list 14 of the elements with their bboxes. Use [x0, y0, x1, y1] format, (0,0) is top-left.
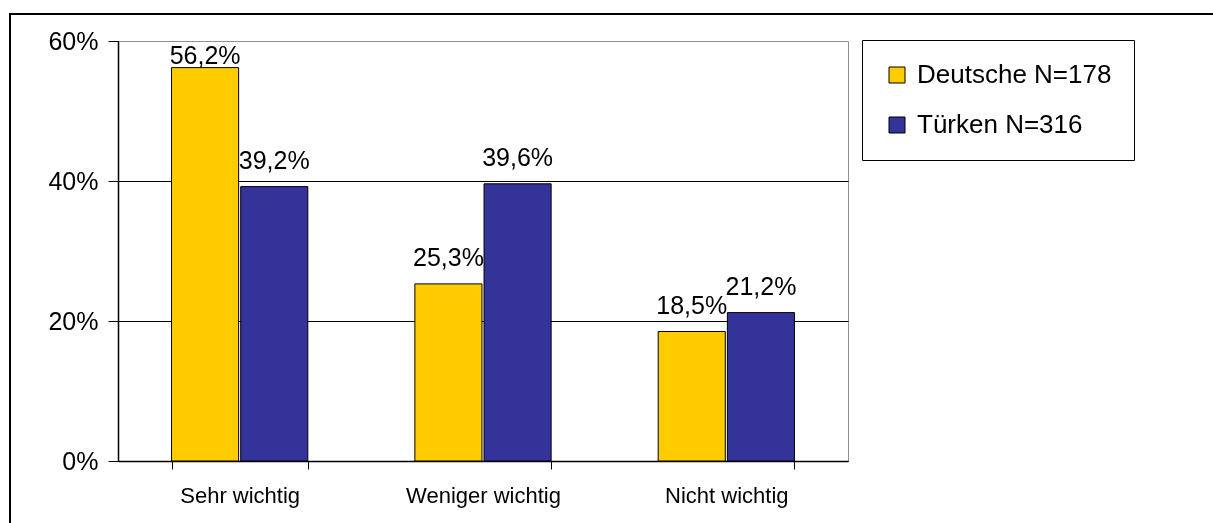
data-label: 39,6% — [482, 142, 554, 171]
data-label: 25,3% — [412, 242, 484, 271]
data-label: 21,2% — [725, 271, 797, 300]
y-tick-label: 40% — [48, 166, 99, 195]
y-tick-label: 20% — [48, 306, 99, 335]
y-tick-label: 60% — [48, 26, 99, 55]
data-label: 39,2% — [238, 145, 310, 174]
data-label: 56,2% — [169, 41, 241, 69]
x-tick-label: Nicht wichtig — [665, 482, 789, 508]
legend-label: Türken N=316 — [917, 109, 1083, 139]
x-tick-label: Sehr wichtig — [180, 482, 301, 508]
y-tick-label: 0% — [62, 446, 99, 475]
x-tick-label: Weniger wichtig — [406, 482, 561, 508]
legend-label: Deutsche N=178 — [917, 59, 1112, 89]
